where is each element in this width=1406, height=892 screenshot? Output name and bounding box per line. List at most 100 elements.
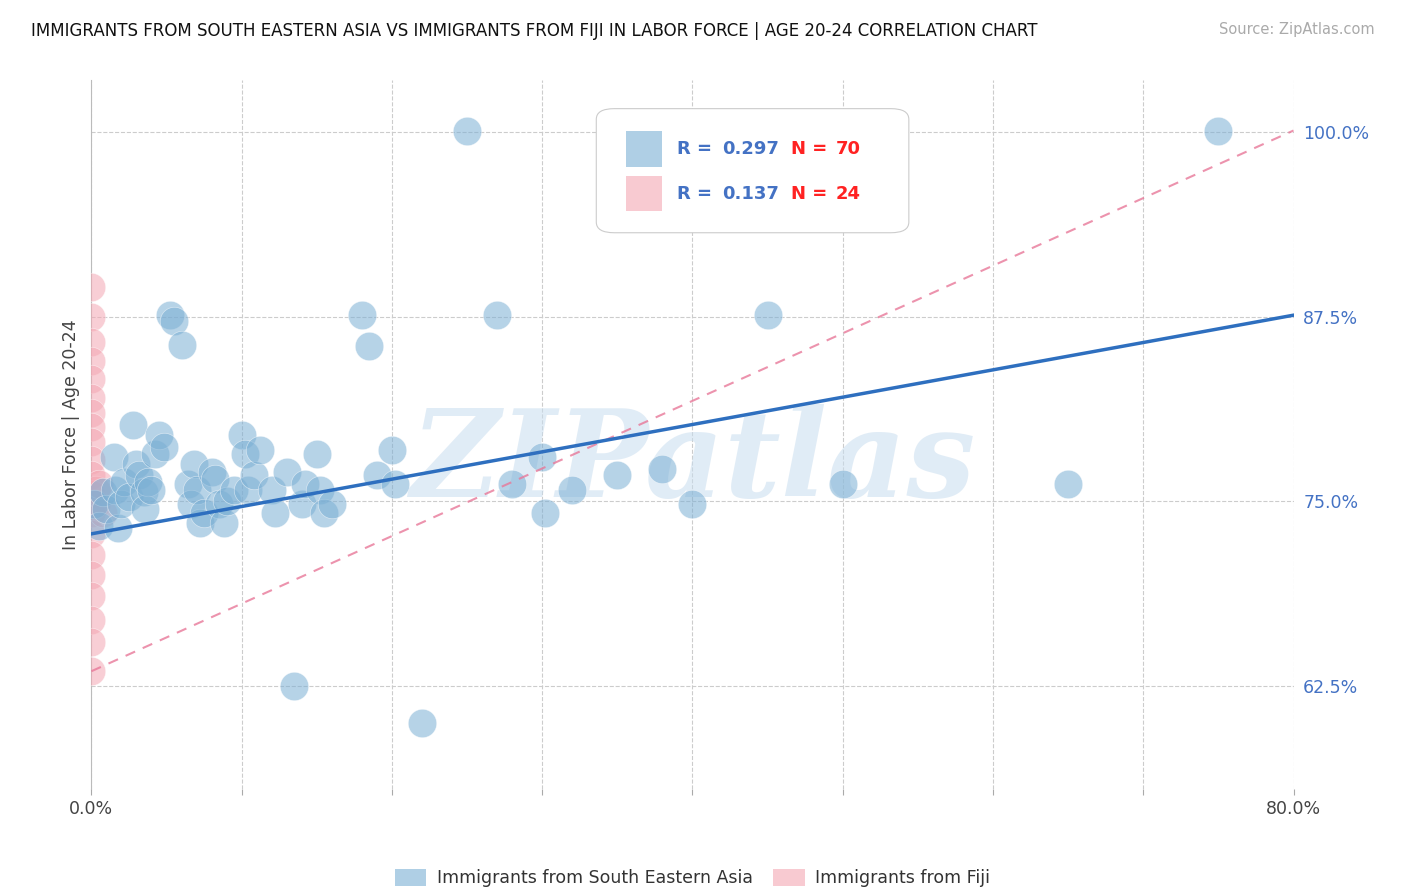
Text: ZIPatlas: ZIPatlas [409, 404, 976, 523]
Point [201, 465, 224, 479]
Point [96, 501, 118, 516]
Point [143, 447, 166, 461]
Point [80, 310, 103, 324]
Point [456, 123, 478, 137]
Point [486, 308, 509, 322]
Point [83, 497, 105, 511]
FancyBboxPatch shape [596, 109, 908, 233]
Point [80, 406, 103, 420]
Point [80, 435, 103, 450]
Point [114, 475, 136, 489]
Point [561, 483, 583, 497]
Point [80, 589, 103, 603]
Point [224, 483, 246, 497]
Point [141, 483, 163, 497]
Point [283, 679, 305, 693]
Point [122, 417, 145, 432]
Point [152, 440, 174, 454]
Bar [626, 176, 662, 211]
Point [125, 458, 148, 472]
Point [276, 465, 298, 479]
Point [606, 467, 628, 482]
Point [134, 501, 156, 516]
Point [249, 442, 271, 457]
Text: R =: R = [676, 140, 718, 158]
Point [681, 497, 703, 511]
Point [321, 497, 343, 511]
Point [366, 467, 388, 482]
Point [159, 308, 181, 322]
Point [84, 497, 107, 511]
Point [314, 506, 336, 520]
Point [80, 526, 103, 541]
Point [1057, 476, 1080, 491]
Legend: Immigrants from South Eastern Asia, Immigrants from Fiji: Immigrants from South Eastern Asia, Immi… [388, 862, 997, 892]
Point [80, 487, 103, 501]
Point [411, 812, 433, 826]
Point [118, 490, 141, 504]
Point [193, 506, 215, 520]
Point [308, 483, 330, 497]
Point [84, 483, 107, 497]
Point [233, 447, 256, 461]
Y-axis label: In Labor Force | Age 20-24: In Labor Force | Age 20-24 [62, 319, 80, 550]
Point [138, 475, 160, 489]
Point [80, 391, 103, 405]
Point [260, 483, 283, 497]
Point [103, 450, 125, 464]
Point [651, 462, 673, 476]
Text: IMMIGRANTS FROM SOUTH EASTERN ASIA VS IMMIGRANTS FROM FIJI IN LABOR FORCE | AGE : IMMIGRANTS FROM SOUTH EASTERN ASIA VS IM… [31, 22, 1038, 40]
Point [110, 497, 132, 511]
Point [80, 453, 103, 467]
Point [305, 447, 328, 461]
Point [80, 634, 103, 648]
Point [148, 427, 170, 442]
Text: Source: ZipAtlas.com: Source: ZipAtlas.com [1219, 22, 1375, 37]
Point [80, 568, 103, 582]
Point [163, 314, 186, 328]
Point [212, 516, 235, 531]
Point [231, 427, 253, 442]
Point [80, 420, 103, 434]
Point [176, 476, 198, 491]
Text: N =: N = [792, 140, 834, 158]
Point [756, 308, 779, 322]
Point [80, 548, 103, 562]
Point [186, 483, 208, 497]
Point [215, 494, 238, 508]
Point [263, 506, 285, 520]
Point [87, 519, 110, 533]
Point [183, 458, 205, 472]
Point [80, 506, 103, 520]
Text: 0.297: 0.297 [723, 140, 779, 158]
Point [93, 485, 115, 500]
Point [242, 467, 264, 482]
Point [208, 497, 231, 511]
Point [384, 476, 406, 491]
Point [80, 354, 103, 368]
Point [294, 476, 316, 491]
Text: 24: 24 [835, 185, 860, 202]
Bar [626, 131, 662, 167]
Text: 0.137: 0.137 [723, 185, 779, 202]
Point [87, 476, 110, 491]
Point [359, 339, 381, 353]
Point [107, 521, 129, 535]
Point [411, 715, 433, 730]
Point [831, 476, 853, 491]
Point [128, 467, 150, 482]
Point [236, 483, 259, 497]
Point [93, 506, 115, 520]
Point [381, 442, 404, 457]
Point [80, 467, 103, 482]
Point [291, 497, 314, 511]
Point [80, 613, 103, 627]
Point [534, 506, 557, 520]
Point [104, 483, 127, 497]
Point [80, 334, 103, 349]
Point [80, 280, 103, 294]
Text: R =: R = [676, 185, 718, 202]
Point [80, 372, 103, 386]
Point [180, 497, 202, 511]
Text: N =: N = [792, 185, 834, 202]
